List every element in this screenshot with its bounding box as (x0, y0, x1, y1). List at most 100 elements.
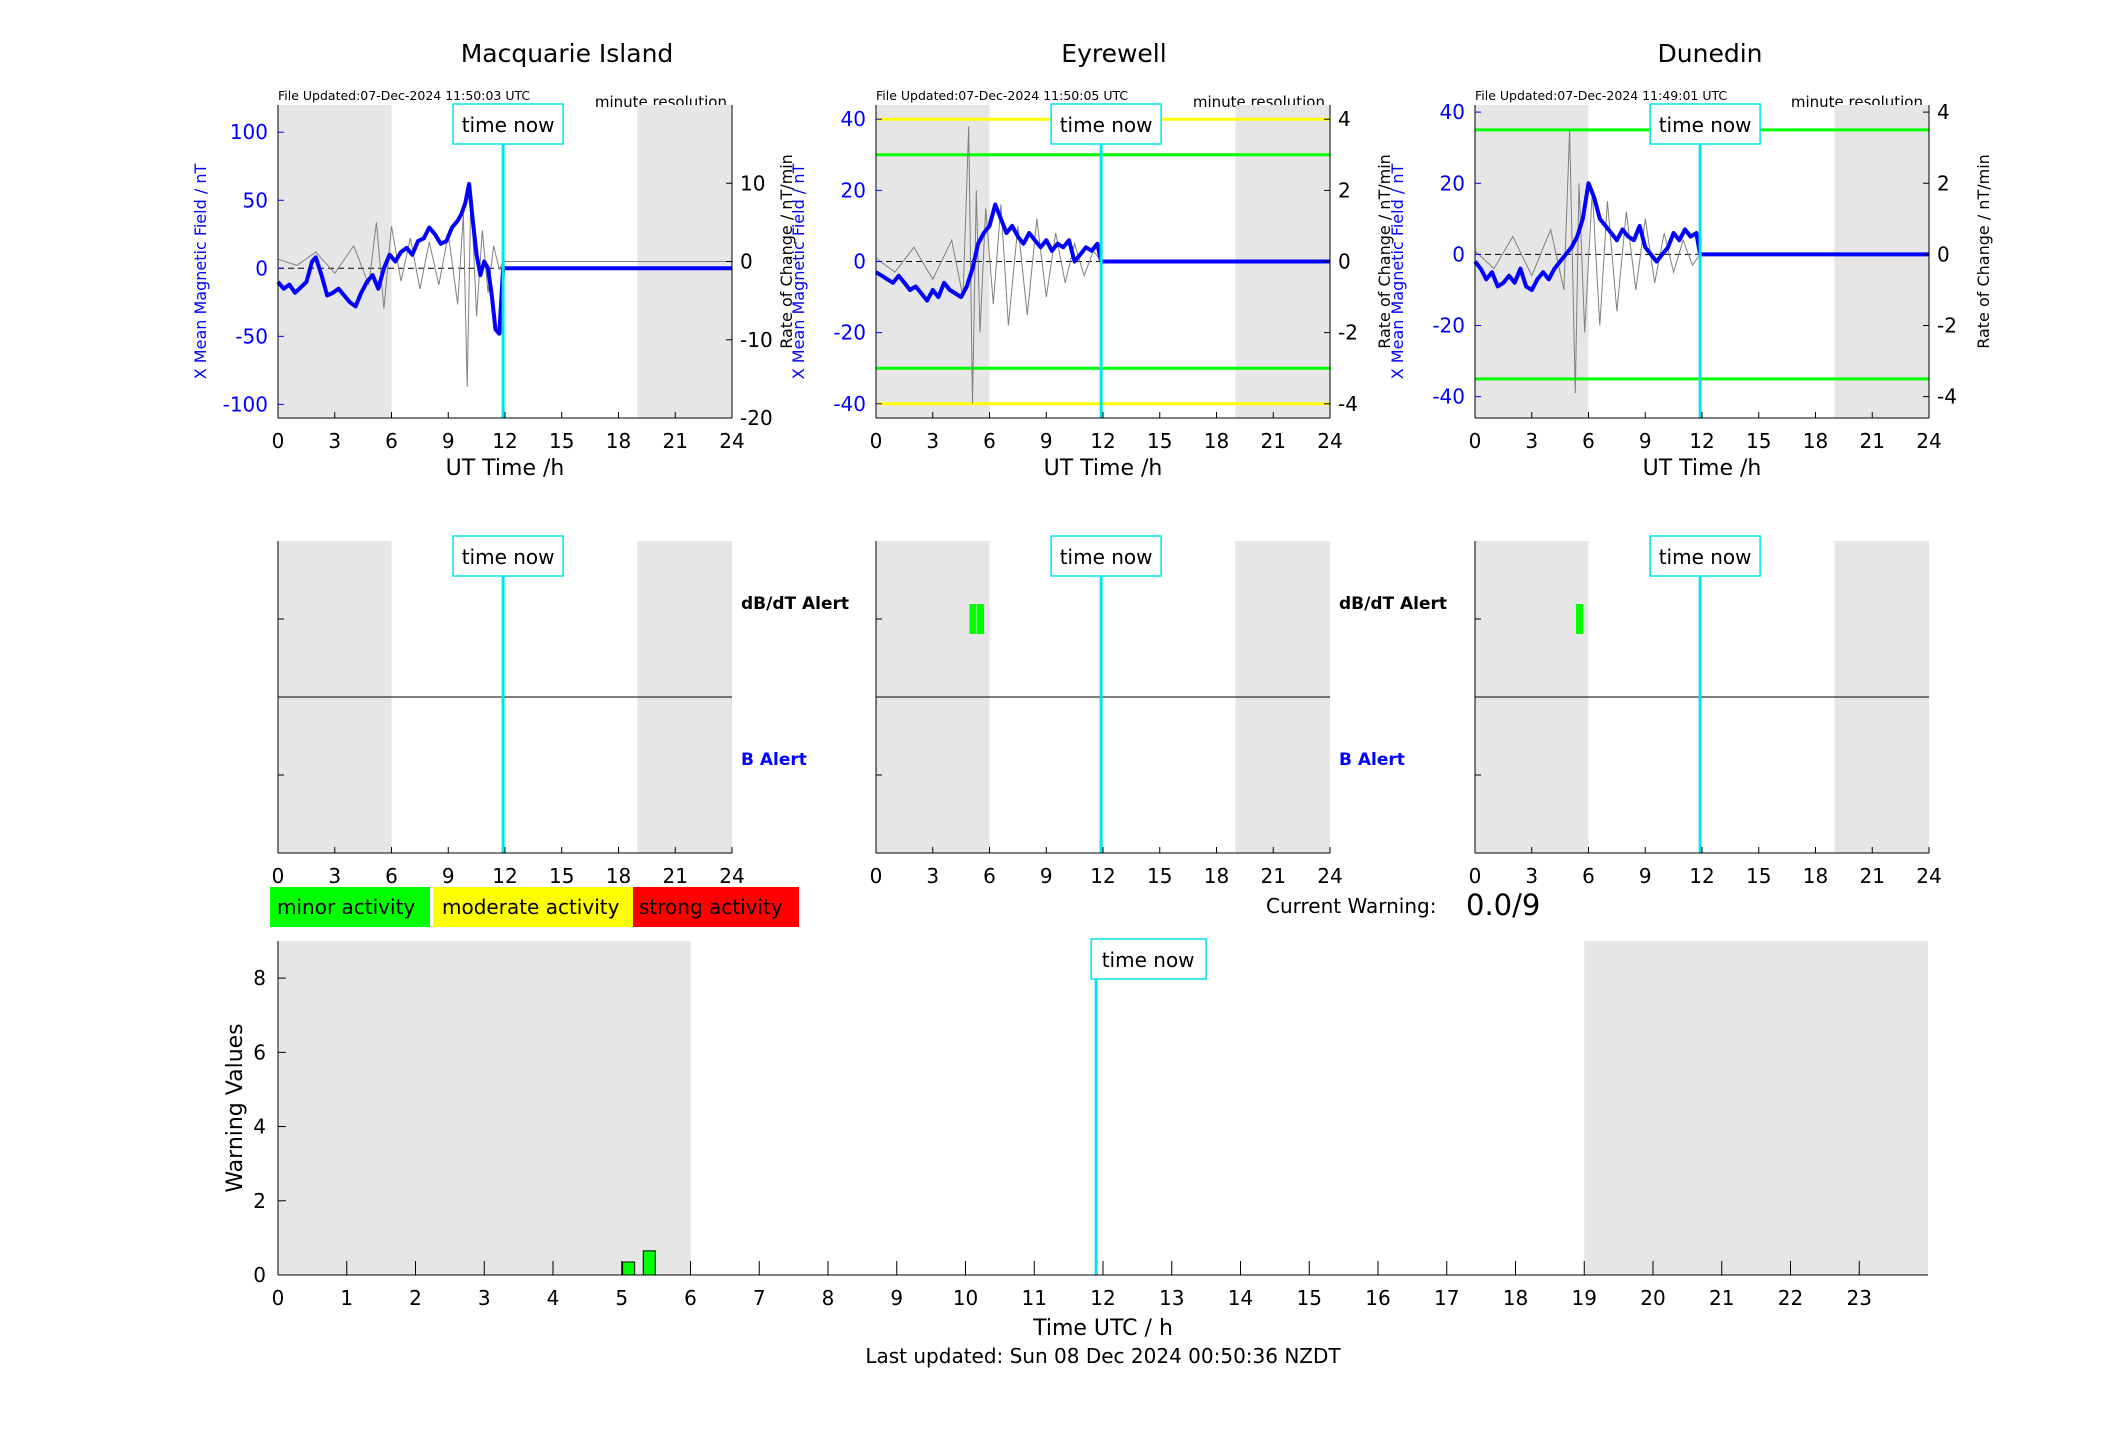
y-tick-label-left: -50 (235, 324, 268, 348)
x-tick-label: 7 (753, 1286, 766, 1310)
y-tick-label-right: 0 (1338, 250, 1351, 274)
y-tick-label-left: 40 (841, 107, 866, 131)
y-tick-label: 0 (253, 1263, 266, 1287)
y-tick-label-left: -100 (223, 392, 268, 416)
x-tick-label: 10 (953, 1286, 978, 1310)
x-tick-label: 18 (1204, 429, 1229, 453)
y-tick-label-left: -20 (1432, 314, 1465, 338)
x-tick-label: 6 (983, 864, 996, 888)
x-tick-label: 15 (1746, 429, 1771, 453)
alert-panel-dunedin: time now 0 3 6 9 12 15 18 21 24 (1469, 535, 1942, 888)
x-tick-label: 24 (719, 864, 744, 888)
time-now-label: time now (1659, 113, 1752, 137)
warning-bar (642, 1250, 656, 1276)
x-tick-label: 12 (1689, 864, 1714, 888)
y-tick-label-right: -2 (1937, 314, 1957, 338)
x-tick-label: 12 (1090, 1286, 1115, 1310)
warning-bar (622, 1261, 636, 1276)
x-tick-label: 24 (1916, 864, 1941, 888)
time-now-label: time now (1060, 545, 1153, 569)
x-tick-label: 6 (684, 1286, 697, 1310)
x-tick-label: 19 (1572, 1286, 1597, 1310)
alert-mark (969, 604, 977, 634)
dbdt-alert-label-2: dB/dT Alert (1339, 594, 1447, 614)
x-axis-label: UT Time /h (1044, 456, 1163, 481)
x-tick-label: 1 (340, 1286, 353, 1310)
rate-of-change-line (1474, 129, 1929, 394)
x-tick-label: 18 (606, 429, 631, 453)
x-tick-label: 16 (1365, 1286, 1390, 1310)
x-tick-label: 22 (1778, 1286, 1803, 1310)
x-tick-label: 15 (1147, 864, 1172, 888)
alert-mark (977, 604, 985, 634)
y-tick-label-left: 50 (243, 188, 268, 212)
y-axis-label-right: Rate of Change / nT/min (1974, 154, 1993, 349)
x-tick-label: 12 (492, 864, 517, 888)
time-now-box (1050, 535, 1162, 577)
x-tick-label: 12 (492, 429, 517, 453)
x-tick-label: 6 (1582, 429, 1595, 453)
y-tick-label-right: -2 (1338, 321, 1358, 345)
x-tick-label: 21 (663, 864, 688, 888)
y-tick-label-right: 0 (1937, 242, 1950, 266)
y-tick-label-left: 40 (1440, 100, 1465, 124)
y-tick-label-right: 0 (740, 250, 753, 274)
x-tick-label: 18 (1204, 864, 1229, 888)
x-tick-label: 13 (1159, 1286, 1184, 1310)
x-tick-label: 18 (1503, 1286, 1528, 1310)
x-tick-label: 9 (890, 1286, 903, 1310)
y-tick-label-right: 2 (1937, 171, 1950, 195)
y-tick-label: 6 (253, 1040, 266, 1064)
alert-mark (1576, 604, 1584, 634)
x-tick-label: 3 (478, 1286, 491, 1310)
x-tick-label: 24 (1317, 429, 1342, 453)
x-tick-label: 21 (1860, 864, 1885, 888)
y-tick-label-left: 100 (230, 120, 268, 144)
x-tick-label: 24 (1317, 864, 1342, 888)
y-tick-label-left: 20 (841, 178, 866, 202)
time-now-label: time now (462, 113, 555, 137)
x-tick-label: 0 (870, 864, 883, 888)
legend-moderate-swatch (433, 887, 633, 927)
night-shade (1584, 941, 1928, 1275)
magnetic-field-line (276, 181, 732, 336)
x-tick-label: 17 (1434, 1286, 1459, 1310)
x-tick-label: 21 (1709, 1286, 1734, 1310)
y-tick-label-left: -20 (833, 321, 866, 345)
y-tick-label-left: 0 (255, 256, 268, 280)
x-tick-label: 23 (1847, 1286, 1872, 1310)
b-alert-label-2: B Alert (1339, 750, 1405, 770)
y-tick-label-left: 0 (853, 250, 866, 274)
night-shade (1475, 105, 1589, 418)
y-tick-label-left: 20 (1440, 171, 1465, 195)
x-tick-label: 3 (328, 429, 341, 453)
y-axis-label-left: X Mean Magnetic Field / nT (789, 164, 808, 380)
y-tick-label-left: -40 (833, 392, 866, 416)
alert-panel-macquarie: time now 0 3 6 9 12 15 18 21 24 (272, 535, 745, 888)
x-tick-label: 18 (1803, 429, 1828, 453)
x-tick-label: 4 (547, 1286, 560, 1310)
alert-panel-eyrewell: time now 0 3 6 9 12 15 18 21 24 (870, 535, 1343, 888)
time-now-box (1090, 938, 1207, 980)
x-tick-label: 9 (1040, 429, 1053, 453)
y-tick-label: 2 (253, 1189, 266, 1213)
x-tick-label: 6 (983, 429, 996, 453)
legend-minor-swatch (270, 887, 430, 927)
file-updated-macquarie: File Updated:07-Dec-2024 11:50:03 UTC (278, 88, 530, 103)
time-now-label: time now (462, 545, 555, 569)
station-title-macquarie: Macquarie Island (461, 39, 674, 68)
legend-strong-label: strong activity (639, 895, 783, 919)
station-title-eyrewell: Eyrewell (1061, 39, 1166, 68)
y-tick-label-right: -10 (740, 328, 773, 352)
y-axis-label: Warning Values (223, 1023, 248, 1192)
legend-minor-label: minor activity (277, 895, 415, 919)
y-tick-label-right: 4 (1937, 100, 1950, 124)
time-now-label: time now (1659, 545, 1752, 569)
x-tick-label: 15 (549, 429, 574, 453)
x-tick-label: 5 (615, 1286, 628, 1310)
y-tick-label-left: 0 (1452, 242, 1465, 266)
x-axis-label: UT Time /h (1643, 456, 1762, 481)
legend-strong-swatch (633, 887, 799, 927)
